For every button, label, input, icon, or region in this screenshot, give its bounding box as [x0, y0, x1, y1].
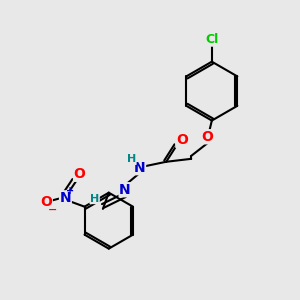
- Text: O: O: [176, 133, 188, 147]
- Text: O: O: [40, 195, 52, 209]
- Text: H: H: [90, 194, 99, 204]
- Text: H: H: [127, 154, 136, 164]
- Text: −: −: [48, 205, 57, 214]
- Text: N: N: [60, 191, 71, 205]
- Text: +: +: [66, 186, 74, 197]
- Text: N: N: [119, 183, 131, 197]
- Text: O: O: [202, 130, 213, 144]
- Text: Cl: Cl: [205, 33, 218, 46]
- Text: O: O: [74, 167, 86, 181]
- Text: N: N: [134, 161, 146, 175]
